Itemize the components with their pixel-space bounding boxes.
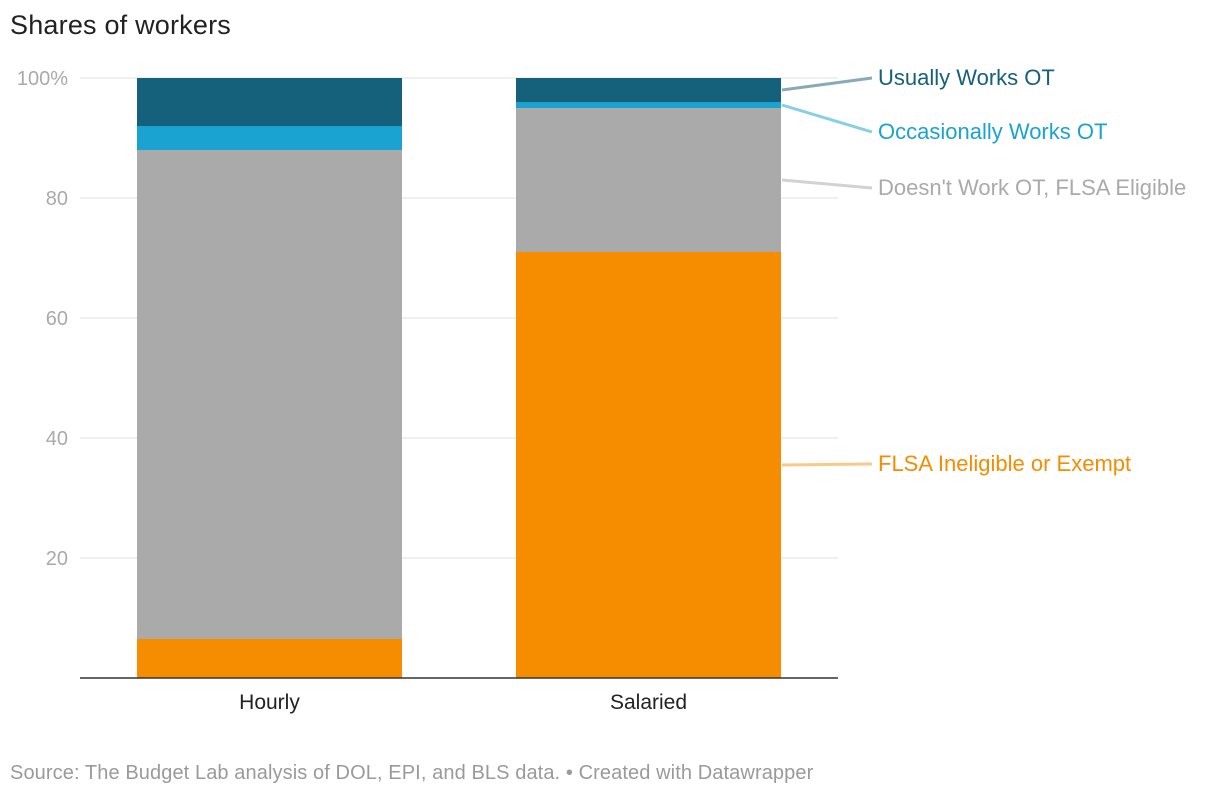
label-connector [781, 103, 873, 134]
y-tick-label: 60 [46, 308, 68, 330]
y-tick-label: 20 [46, 548, 68, 570]
bar-segment [516, 108, 781, 252]
label-connector [781, 178, 873, 190]
bar-segment [137, 126, 402, 150]
bars [137, 78, 781, 678]
bar-segment [137, 639, 402, 678]
bar-segment [516, 102, 781, 108]
y-tick-label: 80 [46, 188, 68, 210]
x-tick-label: Salaried [610, 691, 687, 714]
y-tick-label: 100% [17, 68, 68, 90]
bar-segment [516, 78, 781, 102]
chart-title: Shares of workers [10, 10, 231, 40]
y-axis-ticks: 20 40 60 80 100% [17, 68, 68, 570]
bar-segment [516, 252, 781, 678]
label-connector [781, 76, 873, 92]
label-connector [781, 462, 873, 467]
x-axis-ticks: Hourly Salaried [239, 691, 687, 714]
source-note: Source: The Budget Lab analysis of DOL, … [10, 762, 814, 784]
series-label: Usually Works OT [878, 65, 1055, 90]
bar-segment [137, 150, 402, 639]
series-labels: FLSA Ineligible or Exempt Doesn't Work OT… [781, 65, 1186, 476]
x-tick-label: Hourly [239, 691, 300, 714]
series-label: Doesn't Work OT, FLSA Eligible [878, 175, 1186, 200]
series-label: Occasionally Works OT [878, 119, 1107, 144]
series-label: FLSA Ineligible or Exempt [878, 451, 1131, 476]
bar-segment [137, 78, 402, 126]
y-tick-label: 40 [46, 428, 68, 450]
